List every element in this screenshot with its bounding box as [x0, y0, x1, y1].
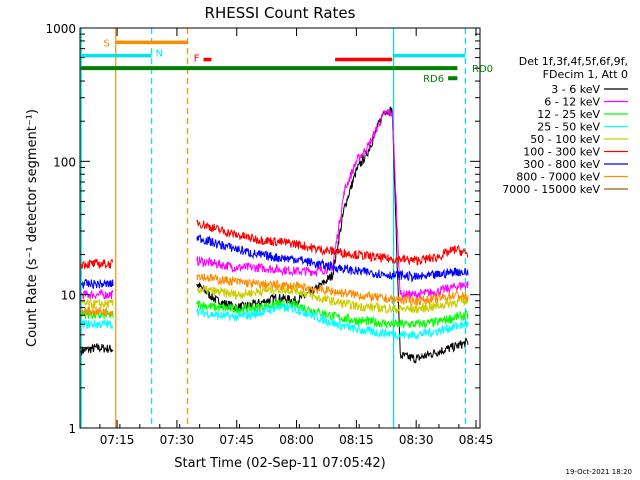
legend-entry-label: 100 - 300 keV — [523, 146, 600, 159]
y-tick-label: 10 — [61, 289, 76, 303]
x-axis-label: Start Time (02-Sep-11 07:05:42) — [174, 456, 385, 471]
series-line-0 — [80, 106, 469, 364]
legend-entry-label: 3 - 6 keV — [551, 83, 600, 96]
legend-entry-label: 25 - 50 keV — [537, 121, 600, 134]
flag-bars: S N F RD0 RD6 — [81, 38, 493, 85]
flag-label-rd6: RD6 — [423, 74, 444, 85]
series-line-5 — [80, 219, 469, 271]
series-line-7 — [80, 273, 469, 317]
plot-frame — [79, 27, 481, 429]
series-line-4 — [80, 284, 469, 314]
x-tick-label: 08:45 — [459, 433, 494, 447]
legend-entry-label: 12 - 25 keV — [537, 108, 600, 121]
legend-entry-label: 300 - 800 keV — [523, 158, 600, 171]
legend-entry-label: 7000 - 15000 keV — [502, 183, 600, 196]
plot-area — [80, 28, 469, 428]
series-line-3 — [80, 303, 469, 341]
timestamp-footer: 19-Oct-2021 18:20 — [566, 468, 632, 476]
chart-title: RHESSI Count Rates — [205, 4, 356, 22]
x-tick-label: 08:00 — [279, 433, 314, 447]
x-tick-label: 07:15 — [100, 433, 135, 447]
series-line-6 — [80, 234, 469, 289]
flag-label-n: N — [156, 49, 163, 60]
y-tick-label: 100 — [53, 155, 76, 169]
series-line-1 — [80, 109, 469, 300]
y-axis-label: Count Rate (s⁻¹ detector segment⁻¹) — [25, 109, 40, 347]
flag-label-s: S — [103, 38, 109, 49]
x-tick-label: 07:30 — [160, 433, 195, 447]
legend-entry-label: 6 - 12 keV — [544, 96, 600, 109]
x-tick-label: 08:15 — [339, 433, 374, 447]
legend: Det 1f,3f,4f,5f,6f,9f, FDecim 1, Att 0 3… — [502, 55, 628, 196]
y-tick-label: 1 — [68, 422, 76, 436]
legend-entry-label: 800 - 7000 keV — [516, 171, 600, 184]
flag-label-f: F — [194, 54, 200, 65]
y-tick-label: 1000 — [45, 22, 76, 36]
flag-label-rd0: RD0 — [472, 64, 493, 75]
x-tick-label: 08:30 — [399, 433, 434, 447]
legend-header-line-2: FDecim 1, Att 0 — [543, 68, 628, 81]
legend-entry-label: 50 - 100 keV — [530, 133, 600, 146]
x-tick-label: 07:45 — [219, 433, 254, 447]
legend-header-line-1: Det 1f,3f,4f,5f,6f,9f, — [519, 55, 628, 68]
